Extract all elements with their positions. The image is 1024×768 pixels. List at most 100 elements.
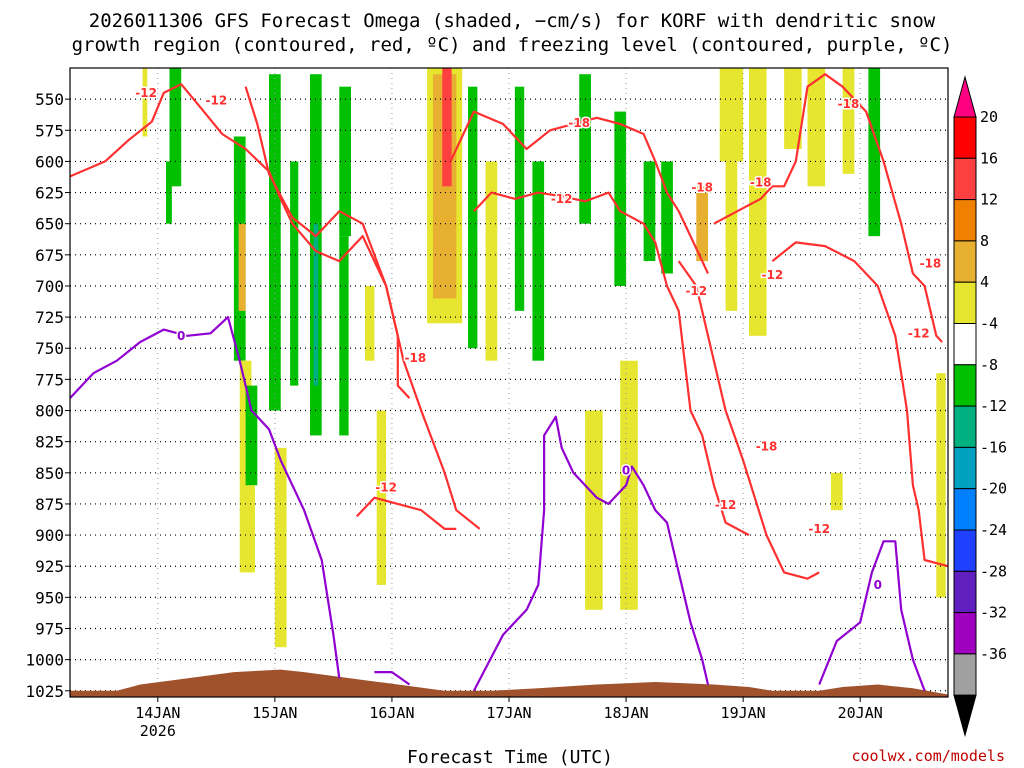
contour-label: -12 bbox=[808, 522, 830, 536]
colorbar-swatch bbox=[953, 116, 977, 159]
contour-label: -18 bbox=[750, 176, 772, 190]
colorbar-label: -4 bbox=[980, 315, 998, 333]
colorbar-label: -8 bbox=[980, 356, 998, 374]
omega-cell bbox=[620, 360, 638, 610]
omega-cell bbox=[142, 68, 148, 137]
colorbar-label: 12 bbox=[980, 191, 998, 209]
omega-cell bbox=[442, 68, 452, 187]
omega-cell bbox=[532, 161, 545, 361]
y-axis: 550 575 600 625 650 675 700 725 750 775 800 825 850 8… bbox=[25, 90, 70, 701]
y-tick-label: 550 bbox=[35, 90, 64, 109]
y-tick-label: 925 bbox=[35, 557, 64, 576]
y-tick-label: 850 bbox=[35, 464, 64, 483]
dendritic-growth-contour bbox=[449, 110, 709, 274]
colorbar-label: 16 bbox=[980, 149, 998, 167]
colorbar-legend: 20 16 12 8 4 -4 -8 -12 -16 -20 -24 -28 -32 -36 bbox=[953, 75, 1007, 738]
colorbar-swatch bbox=[953, 157, 977, 201]
y-tick-label: 975 bbox=[35, 619, 64, 638]
x-tick-label: 14JAN bbox=[135, 704, 180, 722]
omega-cell bbox=[661, 161, 673, 274]
y-tick-label: 1025 bbox=[25, 682, 64, 701]
x-axis-title: Forecast Time (UTC) bbox=[407, 747, 613, 768]
omega-cell bbox=[514, 86, 525, 311]
dendritic-growth-contour bbox=[244, 86, 411, 399]
colorbar-label: -20 bbox=[980, 480, 1007, 498]
contour-label: -12 bbox=[685, 284, 707, 298]
colorbar-label: -32 bbox=[980, 604, 1007, 622]
omega-cell bbox=[579, 74, 591, 224]
dendritic-growth-contour bbox=[677, 260, 820, 580]
colorbar-label: -36 bbox=[980, 645, 1007, 663]
x-tick-sublabel: 2026 bbox=[140, 722, 176, 740]
y-tick-label: 900 bbox=[35, 526, 64, 545]
omega-cell bbox=[313, 223, 319, 386]
chart-title-line-1: 2026011306 GFS Forecast Omega (shaded, −… bbox=[89, 10, 936, 32]
dendritic-growth-contour bbox=[70, 83, 481, 530]
omega-cell bbox=[614, 111, 627, 286]
colorbar-top-arrow bbox=[953, 75, 977, 118]
x-tick-label: 19JAN bbox=[721, 704, 766, 722]
omega-cell bbox=[468, 86, 478, 349]
contour-label: -18 bbox=[838, 97, 860, 111]
contour-label: -12 bbox=[205, 93, 227, 107]
omega-cell bbox=[245, 385, 258, 486]
omega-cell bbox=[274, 447, 287, 648]
dendritic-growth-contour bbox=[713, 73, 943, 343]
y-tick-label: 950 bbox=[35, 588, 64, 607]
x-tick-label: 15JAN bbox=[252, 704, 297, 722]
freezing-level-contour bbox=[374, 670, 411, 686]
y-tick-label: 775 bbox=[35, 370, 64, 389]
colorbar-swatch bbox=[953, 570, 977, 614]
omega-cell bbox=[936, 373, 946, 598]
colorbar-swatch bbox=[953, 364, 977, 407]
terrain-fill bbox=[70, 669, 948, 697]
omega-cell bbox=[868, 68, 881, 237]
omega-cell bbox=[485, 161, 498, 361]
omega-cell bbox=[339, 236, 349, 436]
y-tick-label: 1000 bbox=[25, 651, 64, 670]
contour-label: -12 bbox=[375, 481, 397, 495]
y-tick-label: 675 bbox=[35, 246, 64, 265]
x-tick-label: 20JAN bbox=[838, 704, 883, 722]
dendritic-growth-contour bbox=[473, 191, 750, 537]
freezing-level-contour bbox=[818, 540, 926, 692]
contour-label: -12 bbox=[715, 498, 737, 512]
y-tick-label: 700 bbox=[35, 277, 64, 296]
y-tick-label: 625 bbox=[35, 184, 64, 203]
colorbar-label: 8 bbox=[980, 232, 989, 250]
y-tick-label: 875 bbox=[35, 495, 64, 514]
y-tick-label: 750 bbox=[35, 339, 64, 358]
contour-label: -12 bbox=[135, 86, 157, 100]
x-tick-label: 18JAN bbox=[603, 704, 648, 722]
colorbar-swatch bbox=[953, 488, 977, 531]
colorbar-label: -24 bbox=[980, 521, 1007, 539]
omega-cell bbox=[719, 68, 744, 162]
freezing-level-contour bbox=[472, 415, 710, 692]
plot-area: -12 -12 -18 -12 -18 -12 -18 -12 -18 -18 -12 -12 -18 -… bbox=[69, 67, 949, 698]
y-tick-label: 725 bbox=[35, 308, 64, 327]
chart-title-line-2: growth region (contoured, red, ºC) and f… bbox=[72, 34, 953, 56]
colorbar-swatch bbox=[953, 529, 977, 572]
omega-cell bbox=[169, 68, 182, 187]
colorbar-label: 20 bbox=[980, 108, 998, 126]
omega-cell bbox=[269, 74, 281, 411]
colorbar-swatch bbox=[953, 199, 977, 242]
colorbar-swatch bbox=[953, 240, 977, 283]
colorbar-swatch bbox=[953, 612, 977, 655]
dendritic-growth-contour bbox=[771, 241, 948, 568]
y-tick-label: 800 bbox=[35, 402, 64, 421]
y-tick-label: 825 bbox=[35, 433, 64, 452]
plot-content: -12 -12 -18 -12 -18 -12 -18 -12 -18 -18 -12 -12 -18 -… bbox=[70, 68, 948, 697]
colorbar-label: -12 bbox=[980, 397, 1007, 415]
y-tick-label: 575 bbox=[35, 121, 64, 140]
y-tick-label: 650 bbox=[35, 215, 64, 234]
contour-label: 0 bbox=[874, 578, 882, 592]
contour-label: 0 bbox=[622, 463, 630, 477]
colorbar-swatch bbox=[953, 281, 977, 325]
colorbar-swatch bbox=[953, 405, 977, 448]
omega-cell bbox=[643, 161, 656, 262]
omega-cell bbox=[365, 285, 375, 361]
contour-label: -18 bbox=[920, 257, 942, 271]
